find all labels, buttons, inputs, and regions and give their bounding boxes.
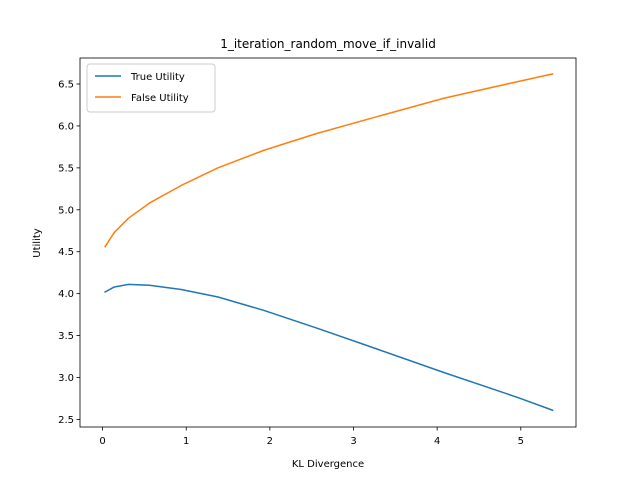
y-tick-label: 5.0 — [58, 205, 74, 216]
chart-title: 1_iteration_random_move_if_invalid — [220, 37, 436, 51]
plot-area — [79, 57, 577, 428]
x-tick-label: 0 — [99, 436, 105, 447]
x-tick-label: 5 — [518, 436, 524, 447]
series-line-false-utility — [104, 73, 554, 248]
y-tick-label: 4.0 — [58, 289, 74, 300]
y-tick-label: 3.0 — [58, 373, 74, 384]
plot-frame — [79, 57, 577, 428]
series-layer — [104, 73, 554, 412]
x-axis-ticks: 0 1 2 3 4 5 — [99, 427, 524, 447]
x-tick-label: 2 — [267, 436, 273, 447]
y-tick-label: 6.5 — [58, 79, 74, 90]
x-tick-label: 3 — [350, 436, 356, 447]
series-line-true-utility — [104, 283, 554, 412]
legend-label-true-utility: True Utility — [130, 72, 185, 83]
plot-background — [80, 58, 576, 427]
x-tick-label: 1 — [183, 436, 189, 447]
x-axis-label: KL Divergence — [292, 459, 364, 470]
y-axis-ticks: 2.5 3.0 3.5 4.0 4.5 5.0 5.5 6.0 6.5 — [58, 79, 80, 426]
y-tick-label: 4.5 — [58, 247, 74, 258]
y-axis-label: Utility — [32, 228, 43, 257]
y-tick-label: 2.5 — [58, 415, 74, 426]
legend: True Utility False Utility — [86, 63, 216, 113]
y-tick-label: 6.0 — [58, 121, 74, 132]
y-tick-label: 5.5 — [58, 163, 74, 174]
x-tick-label: 4 — [434, 436, 440, 447]
y-tick-label: 3.5 — [58, 331, 74, 342]
legend-label-false-utility: False Utility — [131, 93, 189, 104]
